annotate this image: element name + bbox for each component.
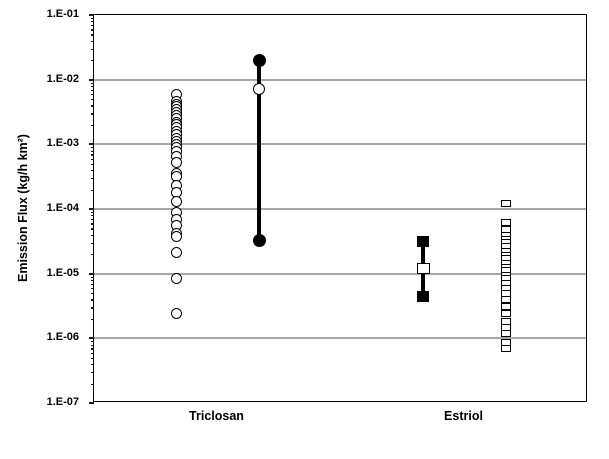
y-major-tick bbox=[89, 143, 94, 146]
y-minor-tick bbox=[90, 21, 94, 23]
estriol-range-max-point bbox=[417, 236, 429, 248]
triclosan-measurements-point bbox=[170, 308, 182, 320]
y-minor-tick bbox=[90, 85, 94, 88]
estriol-measurements-point bbox=[501, 295, 511, 303]
y-axis-tick-label: 1.E-07 bbox=[46, 396, 79, 408]
estriol-range-mid-point bbox=[416, 263, 430, 275]
y-axis-tick-label: 1.E-05 bbox=[46, 266, 79, 279]
estriol-measurements-point bbox=[501, 310, 511, 318]
triclosan-measurements-point bbox=[170, 230, 182, 242]
y-major-tick bbox=[89, 208, 94, 210]
y-major-tick bbox=[89, 402, 94, 404]
estriol-measurements-point bbox=[501, 200, 511, 208]
y-minor-tick bbox=[90, 124, 94, 127]
category-label-estriol: Estriol bbox=[444, 409, 483, 423]
y-minor-tick bbox=[90, 383, 94, 385]
y-minor-tick bbox=[90, 48, 94, 50]
y-gridline bbox=[94, 78, 586, 81]
y-minor-tick bbox=[90, 344, 94, 346]
y-minor-tick bbox=[90, 357, 94, 359]
y-minor-tick bbox=[90, 105, 94, 107]
y-minor-tick bbox=[90, 348, 94, 350]
y-minor-tick bbox=[90, 242, 94, 244]
estriol-measurements-point bbox=[501, 303, 511, 311]
y-axis-tick-label: 1.E-03 bbox=[46, 137, 79, 150]
estriol-measurements-point bbox=[501, 219, 511, 227]
y-minor-tick bbox=[90, 234, 94, 236]
triclosan-range-min-point bbox=[252, 233, 266, 247]
y-minor-tick bbox=[90, 372, 94, 374]
y-major-tick bbox=[89, 337, 94, 340]
y-minor-tick bbox=[90, 29, 94, 31]
y-minor-tick bbox=[90, 94, 94, 96]
y-gridline bbox=[94, 208, 586, 210]
y-minor-tick bbox=[90, 288, 94, 290]
y-minor-tick bbox=[90, 228, 94, 230]
y-major-tick bbox=[89, 14, 94, 16]
y-minor-tick bbox=[90, 219, 94, 221]
y-major-tick bbox=[89, 272, 94, 275]
y-minor-tick bbox=[90, 154, 94, 156]
triclosan-measurements-point bbox=[170, 247, 182, 259]
y-minor-tick bbox=[90, 99, 94, 101]
y-minor-tick bbox=[90, 215, 94, 217]
estriol-measurements-point bbox=[501, 329, 511, 337]
triclosan-range-line bbox=[257, 60, 261, 241]
triclosan-measurements-point bbox=[170, 196, 182, 208]
y-minor-tick bbox=[90, 163, 94, 165]
triclosan-measurements-point bbox=[170, 273, 182, 285]
y-minor-tick bbox=[90, 82, 94, 84]
triclosan-measurements-point bbox=[170, 157, 182, 169]
y-minor-tick bbox=[90, 283, 94, 285]
y-minor-tick bbox=[90, 223, 94, 225]
y-minor-tick bbox=[90, 150, 94, 152]
y-minor-tick bbox=[90, 158, 94, 160]
y-gridline bbox=[94, 143, 586, 146]
y-axis-tick-label: 1.E-02 bbox=[46, 72, 79, 85]
y-minor-tick bbox=[90, 40, 94, 42]
y-gridline bbox=[94, 337, 586, 340]
plot-area bbox=[89, 14, 587, 404]
y-minor-tick bbox=[90, 276, 94, 278]
estriol-measurements-point bbox=[501, 344, 511, 352]
y-minor-tick bbox=[90, 34, 94, 36]
y-minor-tick bbox=[90, 352, 94, 354]
y-minor-tick bbox=[90, 293, 94, 295]
triclosan-range-max-point bbox=[252, 53, 266, 67]
y-minor-tick bbox=[90, 113, 94, 115]
y-major-tick bbox=[89, 78, 94, 81]
y-axis-tick-label: 1.E-04 bbox=[46, 202, 79, 214]
y-minor-tick bbox=[90, 211, 94, 214]
y-minor-tick bbox=[90, 307, 94, 309]
y-minor-tick bbox=[90, 147, 94, 149]
y-minor-tick bbox=[90, 178, 94, 180]
y-gridline bbox=[94, 272, 586, 275]
category-label-triclosan: Triclosan bbox=[189, 409, 244, 423]
y-minor-tick bbox=[90, 364, 94, 366]
estriol-range-min-point bbox=[417, 291, 429, 303]
y-minor-tick bbox=[90, 17, 94, 20]
y-axis-tick-label: 1.E-01 bbox=[46, 8, 79, 20]
y-minor-tick bbox=[90, 299, 94, 301]
y-minor-tick bbox=[90, 189, 94, 191]
y-minor-tick bbox=[90, 279, 94, 282]
y-minor-tick bbox=[90, 170, 94, 172]
y-minor-tick bbox=[90, 318, 94, 321]
triclosan-range-mid-point bbox=[253, 82, 265, 95]
y-minor-tick bbox=[90, 89, 94, 91]
y-minor-tick bbox=[90, 254, 94, 256]
y-axis-tick-label: 1.E-06 bbox=[46, 331, 79, 344]
y-minor-tick bbox=[90, 60, 94, 62]
y-minor-tick bbox=[90, 341, 94, 343]
y-minor-tick bbox=[90, 25, 94, 27]
